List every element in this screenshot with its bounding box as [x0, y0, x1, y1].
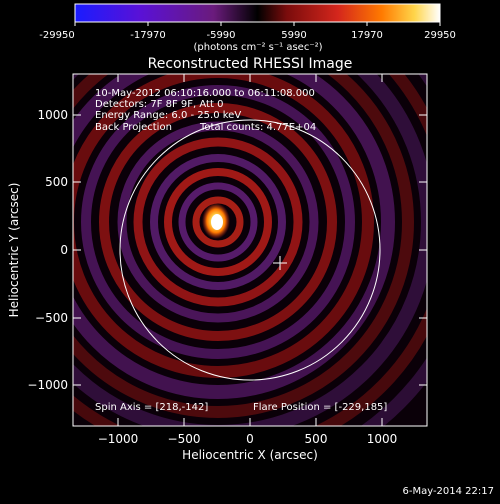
timestamp: 6-May-2014 22:17	[402, 486, 494, 497]
ripple-rings	[73, 74, 427, 426]
energy-range: Energy Range: 6.0 - 25.0 keV	[95, 110, 241, 121]
plot-title: Reconstructed RHESSI Image	[148, 56, 353, 72]
colorbar-tick-label: -17970	[130, 30, 165, 41]
image-texture	[73, 74, 427, 426]
spin-axis-marker	[273, 256, 287, 270]
colorbar-tick-label: 5990	[281, 30, 306, 41]
colorbar-units: (photons cm⁻² s⁻¹ asec⁻²)	[193, 42, 322, 53]
solar-limb-circle	[119, 119, 381, 381]
y-ticks	[73, 114, 427, 386]
x-tick-label: 0	[246, 432, 254, 446]
colorbar	[74, 3, 441, 23]
y-tick-label: 500	[45, 175, 68, 189]
spin-axis-label: Spin Axis = [218,-142]	[95, 402, 208, 413]
info-overlay: 10-May-2012 06:10:16.000 to 06:11:08.000…	[95, 88, 387, 413]
colorbar-tick-labels: -29950 -17970 -5990 5990 17970 29950	[39, 30, 456, 41]
x-tick-label: −1000	[98, 432, 139, 446]
colorbar-tick-label: 29950	[424, 30, 456, 41]
y-tick-label: −500	[35, 311, 68, 325]
x-tick-label: −500	[168, 432, 201, 446]
reconstruction-method: Back Projection	[95, 122, 172, 133]
x-tick-labels: −1000 −500 0 500 1000	[98, 432, 398, 446]
y-tick-label: 1000	[37, 108, 68, 122]
colorbar-tick-label: -29950	[39, 30, 74, 41]
x-tick-label: 500	[305, 432, 328, 446]
flare-position-label: Flare Position = [-229,185]	[253, 402, 387, 413]
x-ticks	[117, 74, 383, 426]
y-tick-label: −1000	[27, 378, 68, 392]
y-axis-label: Heliocentric Y (arcsec)	[7, 183, 21, 318]
detectors: Detectors: 7F 8F 9F, Att 0	[95, 99, 223, 110]
x-tick-label: 1000	[367, 432, 398, 446]
time-range: 10-May-2012 06:10:16.000 to 06:11:08.000	[95, 88, 315, 99]
y-tick-labels: 1000 500 0 −500 −1000	[27, 108, 68, 392]
flare-source-core	[211, 214, 223, 230]
x-axis-label: Heliocentric X (arcsec)	[182, 448, 318, 462]
y-tick-label: 0	[60, 243, 68, 257]
colorbar-tick-label: 17970	[351, 30, 383, 41]
colorbar-ticks	[74, 22, 441, 26]
colorbar-tick-label: -5990	[206, 30, 235, 41]
total-counts: Total counts: 4.77E+04	[199, 122, 316, 133]
